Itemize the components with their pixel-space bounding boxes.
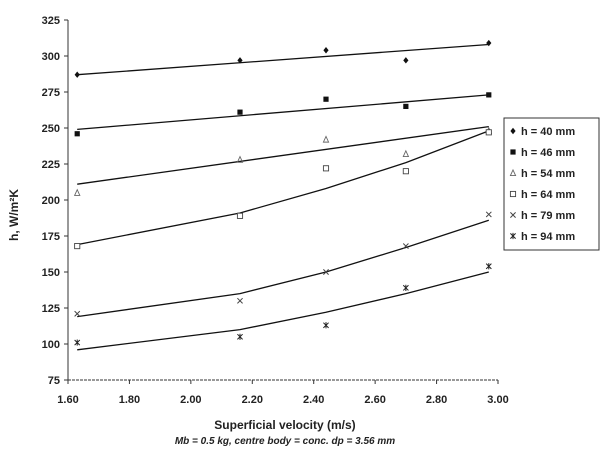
data-point	[74, 310, 81, 317]
trend-line	[77, 271, 489, 351]
axes	[64, 19, 499, 384]
data-point	[237, 333, 243, 340]
data-point	[486, 92, 492, 98]
data-point	[402, 284, 409, 291]
data-point	[236, 212, 244, 219]
legend-box	[503, 117, 600, 251]
x-axis-title: Superficial velocity (m/s)	[214, 418, 355, 432]
legend-entry: h = 64 mm	[521, 189, 575, 201]
data-point	[237, 57, 243, 64]
trend-line	[77, 219, 490, 318]
data-point	[402, 149, 410, 157]
y-tick-label: 250	[42, 123, 60, 135]
data-point	[322, 165, 330, 172]
legend-entry: h = 94 mm	[521, 231, 575, 243]
data-point	[323, 322, 329, 329]
data-point	[237, 297, 243, 304]
y-tick-label: 325	[42, 15, 60, 27]
data-point	[74, 131, 80, 137]
legend-entry: h = 40 mm	[521, 126, 575, 138]
trend-line	[77, 43, 489, 76]
x-tick-label: 2.40	[303, 394, 324, 406]
y-tick-label: 125	[42, 303, 60, 315]
trend-line	[77, 94, 489, 131]
data-point	[403, 103, 409, 109]
y-tick-label: 150	[42, 267, 60, 279]
legend-marker	[510, 212, 516, 218]
trend-line	[77, 130, 490, 246]
x-tick-label: 1.60	[57, 394, 78, 406]
data-point	[323, 96, 329, 102]
data-point	[74, 243, 81, 250]
y-tick-label: 225	[42, 159, 60, 171]
y-tick-label: 175	[42, 231, 60, 243]
y-tick-label: 300	[42, 51, 60, 63]
y-tick-label: 275	[42, 87, 60, 99]
data-points	[73, 39, 493, 346]
legend-marker	[510, 127, 516, 135]
legend-marker	[509, 190, 517, 198]
trend-line	[77, 125, 489, 185]
legend-marker	[510, 149, 516, 155]
data-point	[74, 339, 81, 346]
data-point	[237, 109, 243, 115]
data-point	[486, 39, 492, 47]
legend-marker	[509, 168, 517, 177]
y-tick-labels: 75 100 125 150 175 200 225 250 275 300 325	[42, 15, 60, 387]
data-point	[323, 47, 329, 54]
data-point	[403, 57, 409, 64]
data-point	[485, 263, 492, 270]
data-point	[485, 211, 492, 218]
data-point	[402, 168, 409, 175]
x-tick-label: 2.80	[426, 394, 447, 406]
legend-entry: h = 46 mm	[521, 147, 575, 159]
x-tick-labels: 1.60 1.80 2.00 2.20 2.40 2.60 2.80 3.00	[57, 394, 508, 406]
x-tick-label: 2.00	[180, 394, 201, 406]
trend-lines	[77, 43, 490, 351]
data-point	[323, 269, 329, 275]
y-tick-label: 100	[42, 339, 60, 351]
legend-marker	[510, 232, 516, 240]
y-axis-title: h, W/m²K	[7, 189, 21, 241]
chart-caption: Mb = 0.5 kg, centre body = conc. dp = 3.…	[175, 436, 395, 447]
data-point	[402, 243, 409, 250]
x-tick-label: 3.00	[487, 394, 508, 406]
data-point	[74, 71, 80, 78]
data-point	[73, 188, 81, 196]
y-tick-label: 200	[42, 195, 60, 207]
legend-entry: h = 54 mm	[521, 168, 575, 180]
legend-entry: h = 79 mm	[521, 210, 575, 222]
data-point	[485, 129, 492, 136]
x-tick-label: 1.80	[119, 394, 140, 406]
x-tick-label: 2.60	[364, 394, 385, 406]
legend: h = 40 mm h = 46 mm h = 54 mm h = 64 mm h = …	[503, 117, 600, 251]
data-point	[322, 135, 330, 143]
data-point	[236, 155, 244, 163]
x-tick-label: 2.20	[242, 394, 263, 406]
y-tick-label: 75	[48, 375, 60, 387]
